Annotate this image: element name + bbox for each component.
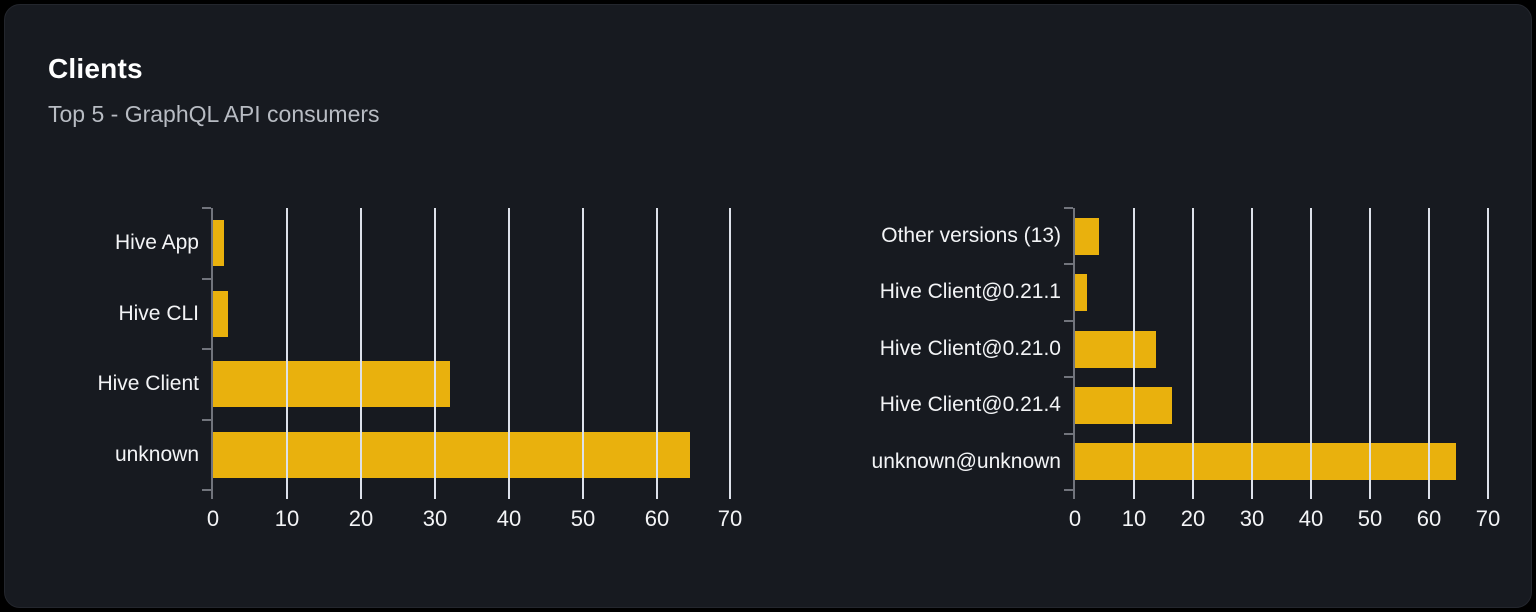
card-title: Clients [48, 53, 143, 84]
card-subtitle: Top 5 - GraphQL API consumers [48, 101, 380, 127]
clients-card: Clients Top 5 - GraphQL API consumers [4, 4, 1532, 608]
